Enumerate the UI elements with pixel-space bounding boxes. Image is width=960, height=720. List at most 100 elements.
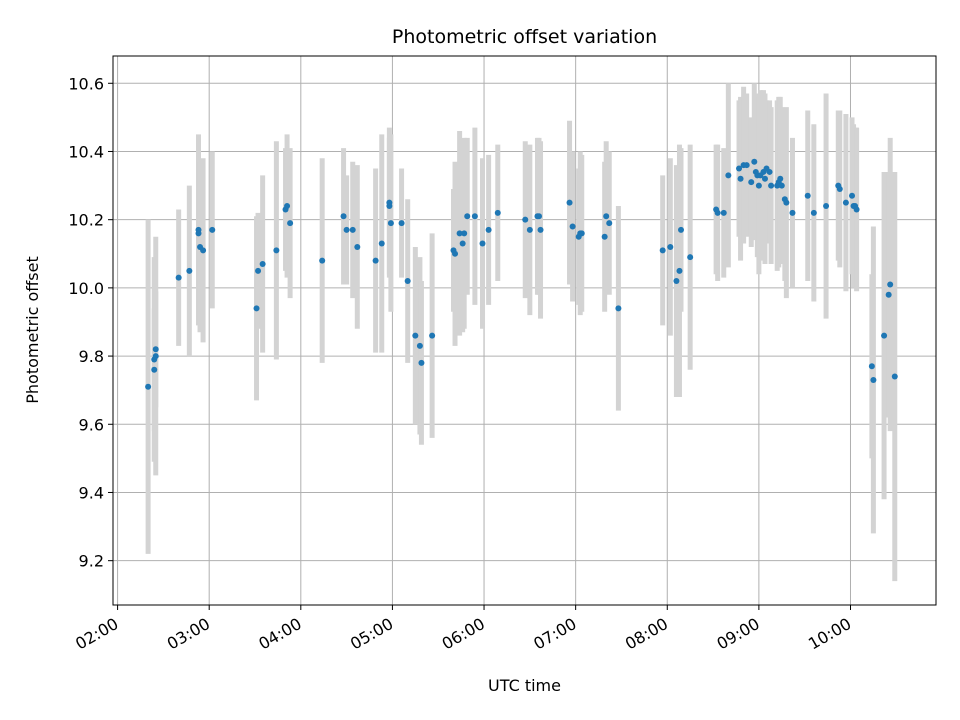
data-point — [853, 206, 860, 213]
data-point — [751, 158, 758, 165]
data-point — [836, 185, 843, 192]
data-point — [603, 213, 610, 220]
data-point — [789, 209, 796, 216]
y-tick-label: 9.8 — [79, 347, 104, 366]
data-point — [804, 192, 811, 199]
data-point — [887, 281, 894, 288]
data-point — [479, 240, 486, 247]
data-point — [578, 230, 585, 237]
data-point — [416, 342, 423, 349]
y-tick-label: 10.6 — [68, 74, 104, 93]
data-point — [387, 220, 394, 227]
data-point — [569, 223, 576, 230]
data-point — [885, 291, 892, 298]
data-point — [736, 165, 743, 172]
data-point — [606, 220, 613, 227]
data-point — [461, 230, 468, 237]
data-point — [145, 383, 152, 390]
data-point — [768, 182, 775, 189]
data-point — [891, 373, 898, 380]
data-point — [676, 267, 683, 274]
data-point — [687, 254, 694, 261]
data-point — [868, 363, 875, 370]
data-point — [418, 359, 425, 366]
y-axis: 9.2 9.4 9.6 9.8 10.0 10.2 10.4 10.6 — [68, 74, 113, 571]
data-point — [870, 376, 877, 383]
data-point — [343, 226, 350, 233]
data-point — [186, 267, 193, 274]
data-point — [287, 220, 294, 227]
data-point — [842, 199, 849, 206]
data-points — [145, 158, 898, 390]
data-point — [766, 168, 773, 175]
data-point — [195, 226, 202, 233]
data-point — [412, 332, 419, 339]
data-point — [778, 182, 785, 189]
data-point — [319, 257, 326, 264]
data-point — [673, 278, 680, 285]
plot-frame — [112, 55, 937, 606]
data-point — [823, 203, 830, 210]
data-point — [743, 162, 750, 169]
data-point — [566, 199, 573, 206]
data-point — [452, 250, 459, 257]
data-point — [398, 220, 405, 227]
data-point — [378, 240, 385, 247]
data-point — [259, 261, 266, 268]
y-tick-label: 9.2 — [79, 552, 104, 571]
data-point — [725, 172, 732, 179]
data-point — [471, 213, 478, 220]
data-point — [849, 192, 856, 199]
data-point — [354, 243, 361, 250]
data-point — [659, 247, 666, 254]
data-point — [714, 209, 721, 216]
data-point — [372, 257, 379, 264]
y-tick-label: 10.0 — [68, 279, 104, 298]
data-point — [526, 226, 533, 233]
data-point — [152, 353, 159, 360]
data-point — [253, 305, 260, 312]
data-point — [537, 226, 544, 233]
data-point — [485, 226, 492, 233]
data-point — [678, 226, 685, 233]
y-tick-label: 10.2 — [68, 211, 104, 230]
chart-title: Photometric offset variation — [392, 26, 657, 48]
data-point — [273, 247, 280, 254]
data-point — [494, 209, 501, 216]
data-point — [783, 199, 790, 206]
data-point — [209, 226, 216, 233]
data-point — [777, 175, 784, 182]
data-point — [720, 209, 727, 216]
data-point — [667, 243, 674, 250]
data-point — [175, 274, 182, 281]
data-point — [340, 213, 347, 220]
data-point — [200, 247, 207, 254]
data-point — [748, 179, 755, 186]
data-point — [349, 226, 356, 233]
data-point — [755, 182, 762, 189]
data-point — [284, 203, 291, 210]
y-tick-label: 10.4 — [68, 142, 104, 161]
data-point — [810, 209, 817, 216]
data-point — [151, 366, 158, 373]
data-point — [255, 267, 262, 274]
data-point — [386, 199, 393, 206]
y-axis-title: Photometric offset — [23, 256, 42, 404]
data-point — [601, 233, 608, 240]
data-point — [464, 213, 471, 220]
data-point — [459, 240, 466, 247]
grid — [113, 56, 936, 605]
data-point — [881, 332, 888, 339]
data-point — [536, 213, 543, 220]
data-point — [615, 305, 622, 312]
y-tick-label: 9.4 — [79, 483, 104, 502]
x-axis-title: UTC time — [488, 676, 561, 695]
data-point — [456, 230, 463, 237]
data-point — [761, 175, 768, 182]
data-point — [737, 175, 744, 182]
data-point — [152, 346, 159, 353]
data-point — [522, 216, 529, 223]
data-point — [429, 332, 436, 339]
y-tick-label: 9.6 — [79, 415, 104, 434]
